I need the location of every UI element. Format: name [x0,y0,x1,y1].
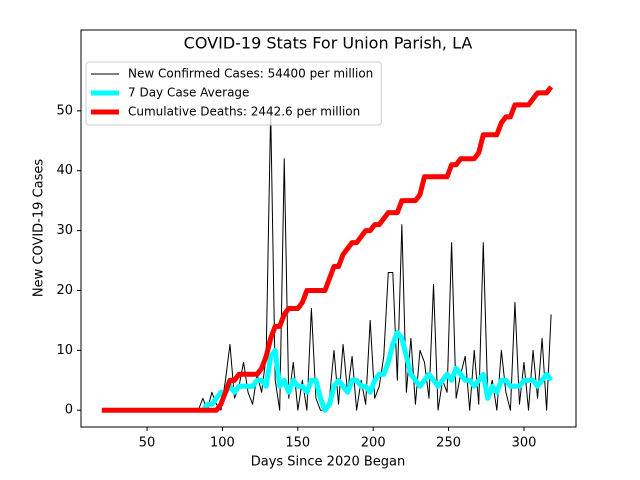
axes-frame [80,29,577,428]
x-tick-label: 50 [139,436,156,451]
legend-label: 7 Day Case Average [128,86,249,100]
series-line [101,85,554,413]
x-tick-label: 100 [210,436,235,451]
x-tick-label: 250 [436,436,461,451]
plot-area [101,85,554,413]
legend-label: New Confirmed Cases: 54400 per million [128,67,373,81]
y-tick-label: 50 [56,103,73,118]
y-tick-label: 40 [56,163,73,178]
x-tick-label: 200 [361,436,386,451]
y-tick-label: 10 [56,343,73,358]
series-line [200,329,554,413]
y-axis-label: New COVID-19 Cases [32,159,47,297]
legend: New Confirmed Cases: 54400 per million 7 … [85,61,382,126]
x-tick-label: 150 [285,436,310,451]
y-tick-label: 20 [56,283,73,298]
y-tick-label: 0 [65,403,73,418]
x-tick-label: 300 [512,436,537,451]
legend-label: Cumulative Deaths: 2442.6 per million [128,105,360,119]
y-tick-label: 30 [56,223,73,238]
chart-title: COVID-19 Stats For Union Parish, LA [184,34,473,53]
legend-box [85,61,382,126]
x-axis-label: Days Since 2020 Began [251,455,406,470]
